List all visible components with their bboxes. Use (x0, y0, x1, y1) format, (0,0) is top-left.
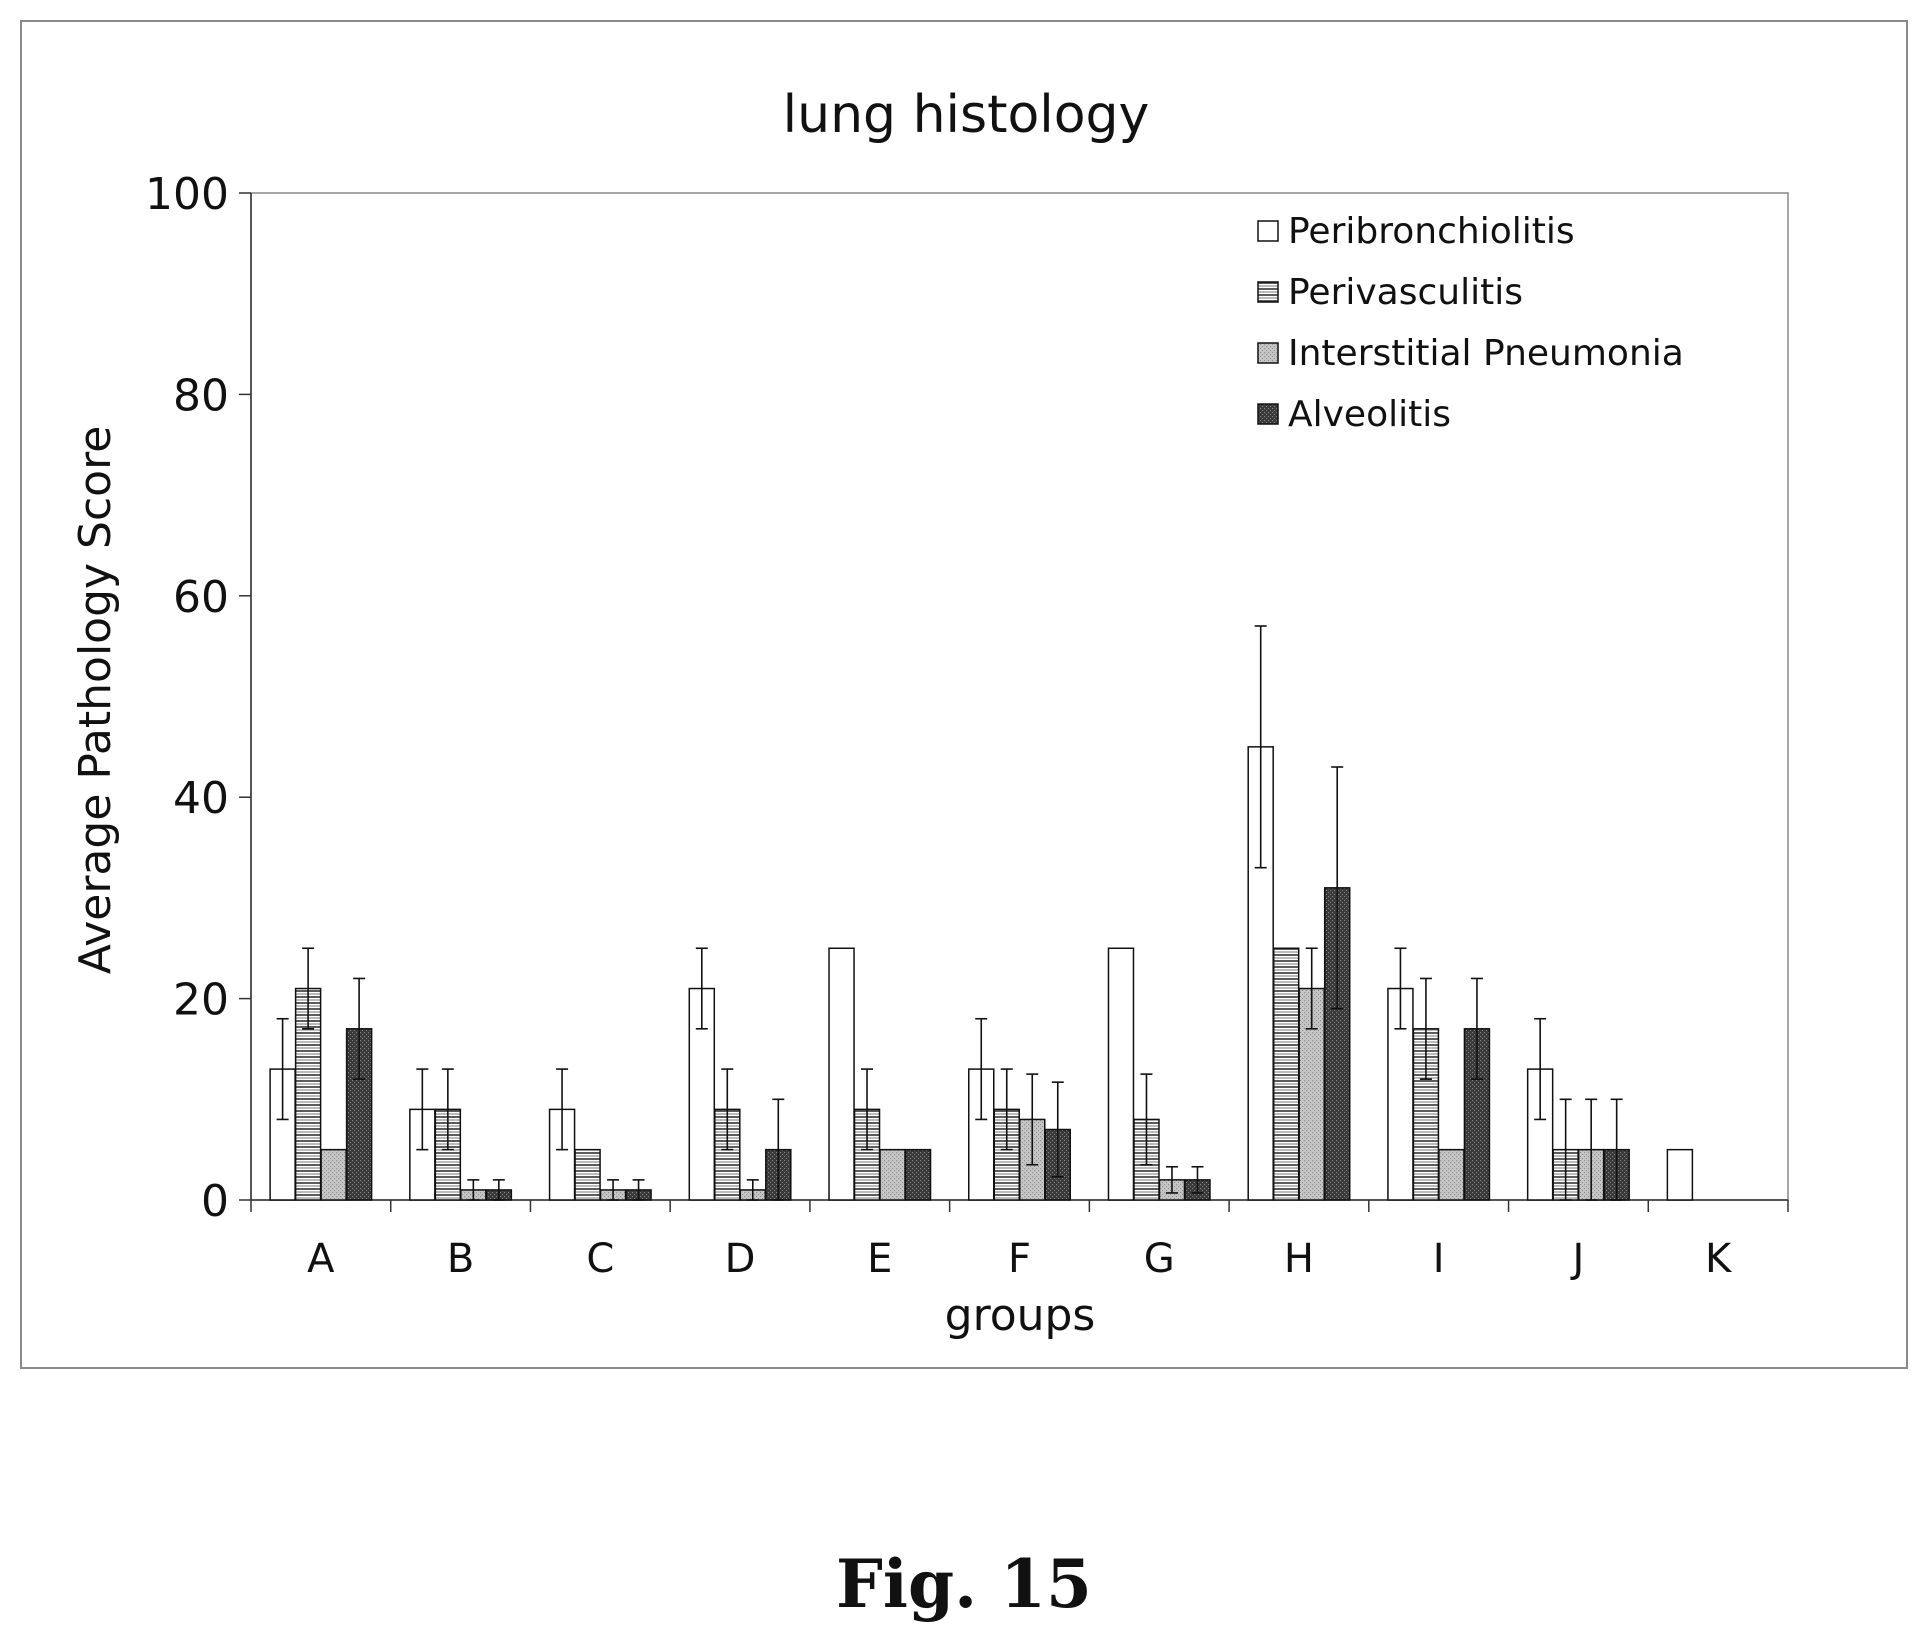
x-tick-label: K (1705, 1236, 1733, 1282)
legend-label: Perivasculitis (1288, 272, 1523, 313)
legend-label: Peribronchiolitis (1288, 211, 1575, 252)
error-bar (1051, 1081, 1064, 1178)
error-bar (1585, 1098, 1598, 1201)
error-bar (607, 1179, 620, 1201)
bar-perivasculitis-H (1272, 947, 1300, 1201)
error-bar (1305, 947, 1318, 1030)
legend-swatch (1257, 342, 1279, 364)
error-bar (1254, 625, 1267, 869)
bar-interstitial-pneumonia-I (1438, 1148, 1465, 1201)
y-axis: 0 20 40 60 80 100 (145, 169, 252, 1227)
error-bar (632, 1179, 645, 1201)
x-tick-label: C (586, 1236, 614, 1282)
error-bar (556, 1068, 569, 1151)
bar-interstitial-pneumonia-A (320, 1148, 347, 1201)
error-bar (1559, 1098, 1572, 1201)
error-bar (1534, 1017, 1547, 1121)
error-bar (353, 977, 366, 1080)
legend: Peribronchiolitis Perivasculitis Interstit… (1257, 211, 1684, 435)
error-bar (975, 1017, 988, 1121)
legend-swatch (1257, 403, 1279, 425)
x-axis: A B C D E F G H I J K (250, 1199, 1789, 1282)
error-bar (1331, 766, 1344, 1010)
x-tick-label: J (1570, 1236, 1585, 1282)
error-bar (746, 1179, 759, 1201)
y-tick-label: 100 (145, 169, 229, 220)
x-tick-label: F (1008, 1236, 1031, 1282)
bar-perivasculitis-C (574, 1148, 601, 1201)
y-tick-label: 80 (173, 370, 229, 421)
error-bar (1394, 947, 1407, 1030)
bar-peribronchiolitis-K (1666, 1148, 1694, 1201)
error-bar (441, 1068, 454, 1151)
error-bar (302, 947, 315, 1030)
error-bar (1140, 1073, 1153, 1166)
bars (269, 746, 1694, 1201)
error-bar (772, 1098, 785, 1201)
y-tick-label: 40 (173, 773, 229, 824)
error-bar (1610, 1098, 1623, 1201)
y-tick-label: 0 (201, 1176, 229, 1227)
error-bar (1165, 1165, 1178, 1194)
chart-frame (20, 20, 1908, 1369)
error-bar (1191, 1165, 1204, 1194)
error-bar (1000, 1068, 1013, 1151)
bar-peribronchiolitis-G (1107, 947, 1135, 1201)
error-bar (1470, 977, 1483, 1080)
y-axis-label: Average Pathology Score (70, 426, 121, 975)
error-bars (276, 625, 1623, 1201)
bar-alveolitis-E (904, 1148, 932, 1201)
legend-label: Interstitial Pneumonia (1288, 333, 1684, 374)
error-bar (276, 1017, 289, 1121)
figure-caption: Fig. 15 (836, 1545, 1092, 1623)
error-bar (721, 1068, 734, 1151)
x-tick-label: H (1284, 1236, 1314, 1282)
y-tick-label: 60 (173, 572, 229, 623)
error-bar (1419, 977, 1432, 1080)
chart-title: lung histology (783, 85, 1150, 145)
error-bar (492, 1179, 505, 1201)
legend-swatch (1257, 220, 1279, 242)
legend-swatch (1257, 281, 1279, 303)
error-bar (695, 947, 708, 1030)
x-tick-label: A (307, 1236, 335, 1282)
legend-label: Alveolitis (1288, 394, 1451, 435)
error-bar (467, 1179, 480, 1201)
error-bar (861, 1068, 874, 1151)
x-tick-label: E (867, 1236, 892, 1282)
bar-perivasculitis-F (993, 1108, 1020, 1201)
error-bar (1026, 1073, 1039, 1166)
bar-peribronchiolitis-E (828, 947, 855, 1201)
x-tick-label: B (447, 1236, 474, 1282)
error-bar (416, 1068, 429, 1151)
x-tick-label: I (1433, 1236, 1445, 1282)
x-axis-label: groups (945, 1290, 1096, 1341)
x-tick-label: G (1144, 1236, 1175, 1282)
bar-interstitial-pneumonia-E (879, 1148, 906, 1201)
x-tick-label: D (725, 1236, 756, 1282)
y-tick-label: 20 (173, 975, 229, 1026)
